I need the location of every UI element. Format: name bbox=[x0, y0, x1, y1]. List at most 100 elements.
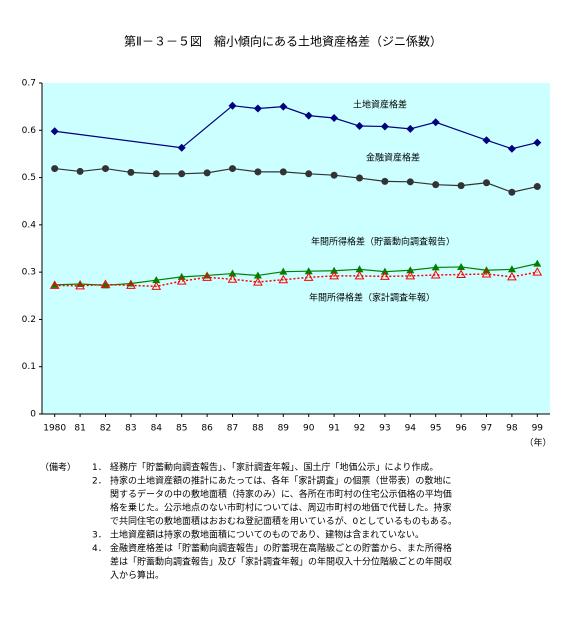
point bbox=[330, 171, 338, 179]
plot-area bbox=[42, 83, 550, 414]
point bbox=[380, 271, 390, 280]
point bbox=[279, 267, 288, 275]
point bbox=[152, 170, 160, 178]
series-label: 金融資産格差 bbox=[366, 152, 420, 164]
chart-title: 第Ⅱ－３－５図 縮小傾向にある土地資産格差（ジニ係数） bbox=[124, 34, 442, 49]
point bbox=[508, 188, 516, 196]
point bbox=[303, 272, 314, 281]
x-tick-label: 92 bbox=[354, 424, 365, 434]
series-label: 土地資産格差 bbox=[353, 99, 407, 111]
point bbox=[279, 168, 287, 176]
point bbox=[76, 167, 84, 175]
point bbox=[533, 183, 541, 191]
y-tick-label: 0.4 bbox=[22, 220, 37, 230]
note-number: 4． bbox=[92, 544, 107, 554]
point bbox=[406, 124, 415, 133]
x-tick-label: 98 bbox=[506, 424, 518, 434]
point bbox=[228, 101, 237, 110]
point bbox=[176, 276, 187, 285]
point bbox=[355, 265, 364, 273]
series-line bbox=[54, 105, 538, 150]
point bbox=[456, 269, 466, 279]
point bbox=[380, 122, 389, 131]
y-tick-label: 0.5 bbox=[22, 173, 36, 183]
y-tick-label: 0.1 bbox=[22, 362, 36, 372]
y-tick-label: 0.2 bbox=[22, 315, 36, 325]
point bbox=[406, 266, 415, 274]
point bbox=[483, 179, 490, 187]
point bbox=[278, 274, 289, 284]
note-line: 差は「貯蓄動向調査報告」及び「家計調査年報」の年間収入十分位階級ごとの年間収 bbox=[110, 556, 452, 568]
point bbox=[279, 102, 288, 111]
y-tick-label: 0.6 bbox=[22, 126, 37, 136]
point bbox=[457, 262, 466, 270]
point bbox=[151, 281, 162, 290]
x-tick-label: 93 bbox=[379, 424, 390, 434]
point bbox=[481, 269, 492, 278]
point bbox=[356, 174, 363, 182]
x-tick-label: 89 bbox=[278, 424, 290, 434]
point bbox=[228, 269, 237, 277]
point bbox=[49, 280, 60, 289]
point bbox=[380, 267, 389, 275]
point bbox=[507, 271, 517, 281]
note-line: 経務庁「貯蓄動向調査報告」、「家計調査年報」、国土庁「地価公示」により作成。 bbox=[110, 461, 438, 473]
point bbox=[305, 170, 313, 178]
x-tick-label: 95 bbox=[430, 424, 441, 434]
point bbox=[533, 138, 542, 147]
note-line: 持家の土地資産額の推計にあたっては、各年「家計調査」の個票（世帯表）の敷地に bbox=[110, 475, 451, 487]
x-tick-label: 1980 bbox=[43, 424, 66, 434]
point bbox=[50, 127, 59, 136]
point bbox=[202, 272, 212, 281]
x-tick-label: 97 bbox=[481, 424, 492, 434]
point bbox=[102, 165, 109, 173]
point bbox=[127, 168, 135, 176]
series-label: 年間所得格差（家計調査年報） bbox=[309, 292, 435, 304]
point bbox=[50, 280, 59, 288]
notes: （備考） 1． 経務庁「貯蓄動向調査報告」、「家計調査年報」、国土庁「地価公示」によ… bbox=[40, 461, 457, 581]
note-line: で共同住宅の敷地面積はおおむね登記面積を用いているが、0としているものもある。 bbox=[110, 515, 457, 527]
point bbox=[355, 122, 364, 131]
x-tick-label: 88 bbox=[252, 424, 264, 434]
note-line: 入から算出。 bbox=[110, 569, 164, 581]
point bbox=[430, 269, 441, 279]
x-tick-label: 87 bbox=[227, 424, 238, 434]
note-line: 関するデータの中の敷地面積（持家のみ）に、各所在市町村の住宅公示価格の平均価 bbox=[110, 488, 452, 500]
point bbox=[330, 113, 339, 122]
point bbox=[254, 168, 262, 176]
point bbox=[51, 165, 59, 173]
series-label: 年間所得格差（貯蓄動向調査報告） bbox=[311, 236, 455, 248]
point bbox=[329, 270, 339, 280]
note-number: 3． bbox=[92, 531, 107, 541]
x-tick-label: 85 bbox=[176, 424, 187, 434]
point bbox=[381, 177, 389, 185]
note-line: 格を乗じた。公示地点のない市町村については、周辺市町村の地価で代替した。持家 bbox=[110, 502, 452, 514]
point bbox=[330, 266, 339, 274]
y-tick-label: 0.7 bbox=[22, 79, 36, 89]
point bbox=[75, 280, 85, 290]
point bbox=[432, 181, 440, 189]
series-line bbox=[54, 167, 538, 193]
point bbox=[304, 267, 313, 275]
point bbox=[507, 265, 516, 273]
point bbox=[177, 143, 186, 152]
x-tick-label: 83 bbox=[125, 424, 136, 434]
x-tick-label: 99 bbox=[532, 424, 544, 434]
point bbox=[533, 259, 542, 267]
point bbox=[178, 170, 186, 178]
note-number: 1． bbox=[92, 463, 107, 473]
point bbox=[227, 274, 238, 283]
x-tick-label: 90 bbox=[303, 424, 315, 434]
note-line: 土地資産額は持家の敷地面積についてのものであり、建物は含まれていない。 bbox=[110, 529, 424, 541]
y-tick-label: 0.3 bbox=[22, 268, 36, 278]
point bbox=[253, 271, 262, 279]
x-tick-label: 94 bbox=[405, 424, 417, 434]
point bbox=[152, 276, 161, 284]
series-line bbox=[54, 263, 538, 286]
point bbox=[507, 144, 516, 153]
series-line bbox=[54, 271, 538, 288]
note-line: 金融資産格差は「貯蓄動向調査報告」の貯蓄現在高階級ごとの貯蓄から、また所得格 bbox=[110, 542, 452, 554]
point bbox=[100, 279, 111, 288]
point bbox=[354, 270, 365, 280]
